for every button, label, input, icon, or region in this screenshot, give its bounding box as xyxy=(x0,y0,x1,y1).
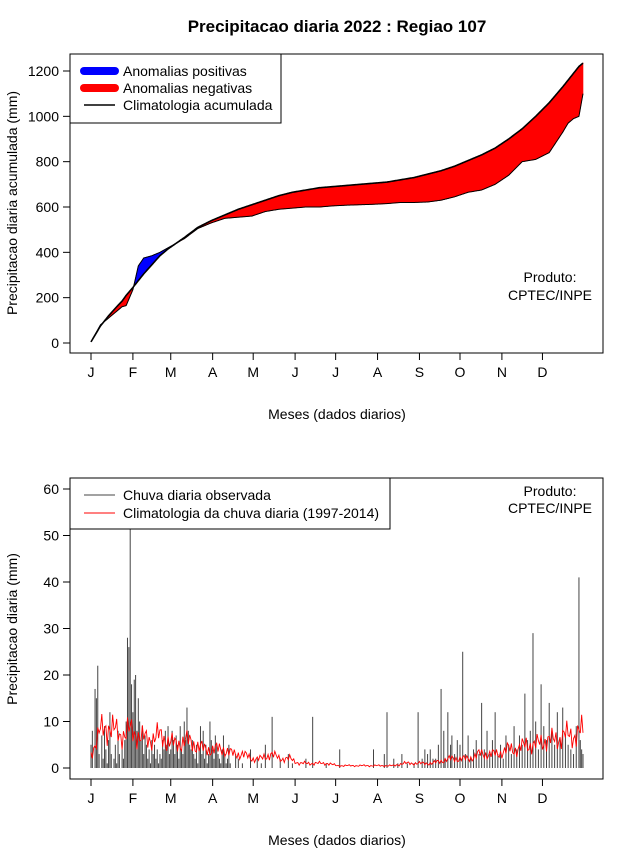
y-tick-label: 50 xyxy=(43,528,59,544)
x-tick-label: A xyxy=(373,364,383,380)
x-tick-label: A xyxy=(373,790,383,806)
daily-chart: 0 10 20 30 40 50 60 J F M A M J J A S O N D Precipitacao … xyxy=(4,477,604,848)
observed-daily-bars xyxy=(90,512,584,768)
y-axis-label: Precipitacao diaria (mm) xyxy=(4,553,20,705)
x-tick-label: O xyxy=(455,790,466,806)
x-tick-label: F xyxy=(129,790,138,806)
y-tick-label: 10 xyxy=(43,714,59,730)
y-tick-label: 200 xyxy=(36,290,60,306)
positive-anomaly-area xyxy=(90,243,177,343)
y-tick-label: 20 xyxy=(43,667,59,683)
x-tick-label: J xyxy=(88,364,95,380)
x-tick-label: J xyxy=(332,790,339,806)
x-tick-label: D xyxy=(537,364,547,380)
climatology-cumulative-line xyxy=(90,62,584,343)
y-tick-label: 1000 xyxy=(28,108,59,124)
x-tick-label: M xyxy=(165,790,177,806)
observed-cumulative-line xyxy=(90,93,584,343)
y-tick-label: 800 xyxy=(36,154,60,170)
x-tick-label: J xyxy=(88,790,95,806)
y-tick-label: 30 xyxy=(43,621,59,637)
negative-anomaly-segment xyxy=(582,62,584,98)
product-label: Produto: xyxy=(524,269,577,285)
x-tick-label: S xyxy=(415,364,424,380)
legend-box xyxy=(69,477,391,530)
y-tick-label: 0 xyxy=(51,335,59,351)
product-label: Produto: xyxy=(524,483,577,499)
y-tick-label: 40 xyxy=(43,574,59,590)
y-tick-label: 1200 xyxy=(28,63,59,79)
x-tick-label: M xyxy=(165,364,177,380)
product-source: CPTEC/INPE xyxy=(508,500,592,516)
cumulative-chart: 0 200 400 600 800 1000 1200 J F M A M J J A S O N D Preci… xyxy=(4,53,604,422)
product-source: CPTEC/INPE xyxy=(508,287,592,303)
legend: Anomalias positivas Anomalias negativas … xyxy=(69,53,282,124)
legend-label-negative: Anomalias negativas xyxy=(123,80,252,96)
x-tick-label: N xyxy=(497,790,507,806)
legend-label-positive: Anomalias positivas xyxy=(123,63,247,79)
x-tick-label: J xyxy=(332,364,339,380)
y-tick-label: 600 xyxy=(36,199,60,215)
page-title: Precipitacao diaria 2022 : Regiao 107 xyxy=(188,17,487,36)
y-tick-label: 400 xyxy=(36,244,60,260)
x-tick-label: M xyxy=(247,364,259,380)
x-axis-label: Meses (dados diarios) xyxy=(268,832,406,848)
y-tick-label: 0 xyxy=(51,760,59,776)
x-tick-label: O xyxy=(455,364,466,380)
x-tick-label: S xyxy=(415,790,424,806)
y-axis-label: Precipitacao diaria acumulada (mm) xyxy=(4,91,20,315)
legend-label-climatology: Climatologia acumulada xyxy=(123,97,273,113)
x-tick-label: A xyxy=(208,790,218,806)
legend: Chuva diaria observada Climatologia da c… xyxy=(69,477,391,530)
climatology-daily-line xyxy=(90,714,584,768)
legend-label-climatology: Climatologia da chuva diaria (1997-2014) xyxy=(123,505,379,521)
x-tick-label: J xyxy=(292,364,299,380)
x-tick-label: M xyxy=(247,790,259,806)
x-tick-label: J xyxy=(292,790,299,806)
x-tick-label: A xyxy=(208,364,218,380)
y-axis: 0 10 20 30 40 50 60 xyxy=(43,481,71,776)
y-axis: 0 200 400 600 800 1000 1200 xyxy=(28,63,71,351)
x-tick-label: N xyxy=(497,364,507,380)
x-tick-label: F xyxy=(129,364,138,380)
y-tick-label: 60 xyxy=(43,481,59,497)
legend-label-observed: Chuva diaria observada xyxy=(123,487,271,503)
x-tick-label: D xyxy=(537,790,547,806)
x-axis-label: Meses (dados diarios) xyxy=(268,406,406,422)
